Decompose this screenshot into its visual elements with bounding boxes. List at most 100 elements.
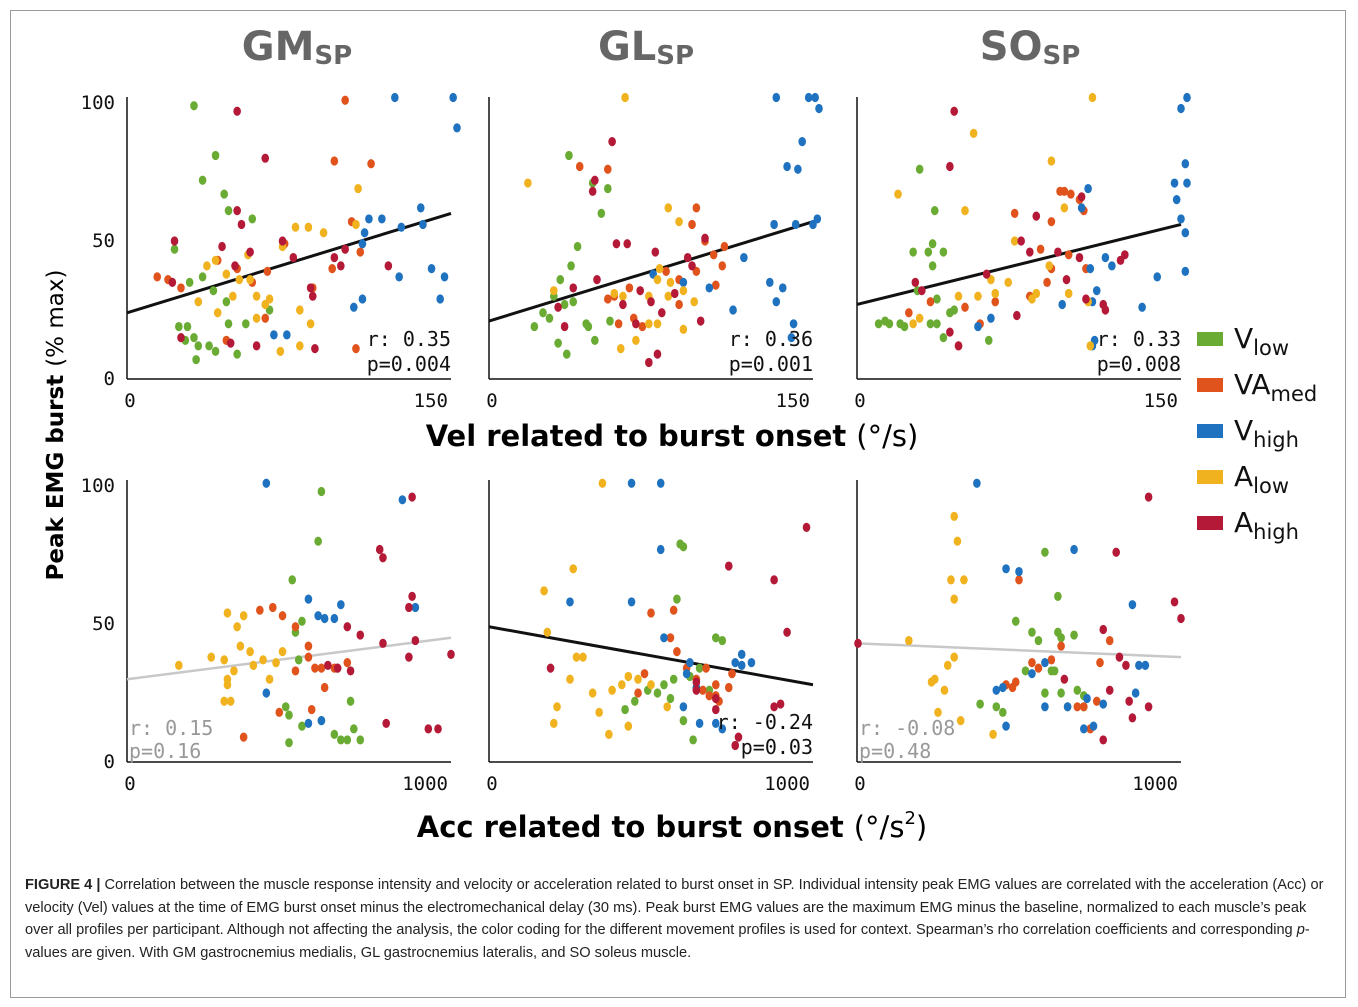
data-point-v-low bbox=[924, 247, 933, 257]
legend-label-base: V bbox=[1234, 322, 1253, 355]
x-axis-label-velocity: Vel related to burst onset (°/s) bbox=[426, 419, 919, 453]
legend-label-v-high: Vhigh bbox=[1234, 414, 1299, 452]
data-point-a-high bbox=[688, 261, 696, 271]
data-point-a-high bbox=[612, 239, 621, 249]
data-point-a-low bbox=[296, 305, 304, 315]
data-point-v-low bbox=[337, 735, 345, 745]
data-point-v-high bbox=[737, 660, 746, 671]
data-point-va-med bbox=[278, 611, 287, 621]
data-point-v-low bbox=[992, 702, 1001, 712]
data-point-a-low bbox=[953, 536, 962, 546]
data-point-a-low bbox=[278, 647, 287, 657]
data-point-v-low bbox=[350, 724, 358, 734]
data-point-a-low bbox=[203, 261, 211, 271]
data-point-a-high bbox=[783, 627, 791, 637]
legend-label-sub: high bbox=[1253, 428, 1299, 452]
data-point-va-med bbox=[673, 647, 681, 657]
data-point-a-low bbox=[616, 344, 625, 354]
data-point-va-med bbox=[961, 302, 969, 312]
data-point-a-low bbox=[249, 660, 258, 671]
data-point-v-high bbox=[686, 658, 694, 668]
stat-p: p=0.03 bbox=[741, 735, 813, 759]
data-point-a-high bbox=[950, 106, 958, 116]
data-point-a-high bbox=[308, 291, 317, 301]
data-point-v-low bbox=[567, 261, 575, 271]
data-point-va-med bbox=[1010, 208, 1019, 218]
data-point-a-low bbox=[690, 297, 698, 307]
data-point-a-high bbox=[1121, 250, 1129, 260]
data-point-v-low bbox=[718, 635, 727, 646]
legend-swatch-va-med bbox=[1197, 378, 1223, 392]
data-point-a-low bbox=[306, 319, 315, 329]
data-point-va-med bbox=[261, 313, 270, 323]
data-point-v-low bbox=[1028, 627, 1036, 637]
data-point-a-low bbox=[223, 674, 232, 684]
data-point-va-med bbox=[712, 680, 720, 690]
data-point-va-med bbox=[675, 299, 683, 310]
data-point-a-low bbox=[588, 688, 597, 698]
data-point-a-low bbox=[664, 291, 673, 301]
data-point-a-high bbox=[802, 522, 811, 533]
regression-line bbox=[856, 222, 1182, 306]
data-point-v-high bbox=[1080, 724, 1088, 734]
data-point-v-high bbox=[449, 92, 457, 103]
data-point-v-high bbox=[1172, 195, 1181, 205]
data-point-v-high bbox=[1002, 564, 1010, 574]
stat-r: r: -0.24 bbox=[717, 710, 813, 734]
data-point-a-high bbox=[382, 718, 391, 728]
data-point-va-med bbox=[341, 95, 349, 105]
data-point-a-low bbox=[991, 288, 1000, 299]
data-point-a-high bbox=[411, 635, 420, 646]
data-point-v-high bbox=[1183, 178, 1191, 188]
data-point-v-low bbox=[211, 346, 220, 356]
legend-label-sub: low bbox=[1253, 336, 1289, 360]
data-point-v-low bbox=[183, 321, 192, 332]
data-point-v-high bbox=[395, 272, 403, 282]
data-point-v-low bbox=[999, 707, 1007, 717]
data-point-a-low bbox=[540, 586, 548, 596]
data-point-va-med bbox=[304, 641, 313, 651]
scatter-panel-gl-velocity: 0 150 r: 0.36p=0.001 bbox=[486, 92, 823, 412]
data-point-a-low bbox=[543, 627, 552, 637]
data-point-v-high bbox=[798, 137, 806, 147]
data-point-v-high bbox=[1181, 228, 1190, 238]
data-point-a-high bbox=[1013, 310, 1021, 321]
data-point-v-low bbox=[1041, 547, 1049, 557]
stat-r: r: 0.36 bbox=[729, 327, 813, 351]
data-point-a-high bbox=[692, 677, 701, 687]
data-point-a-low bbox=[553, 702, 561, 712]
data-point-v-low bbox=[1041, 688, 1049, 698]
data-point-v-high bbox=[815, 103, 823, 114]
data-point-v-high bbox=[1086, 264, 1095, 274]
x-tick-label: 1000 bbox=[1132, 773, 1178, 795]
data-point-a-low bbox=[666, 277, 675, 287]
data-point-a-high bbox=[1170, 597, 1179, 607]
data-point-a-low bbox=[220, 696, 228, 706]
data-point-a-low bbox=[239, 611, 248, 621]
data-point-v-high bbox=[682, 669, 691, 679]
data-point-v-high bbox=[360, 228, 369, 238]
data-point-va-med bbox=[1067, 189, 1075, 199]
data-point-a-low bbox=[236, 641, 245, 651]
data-point-v-high bbox=[337, 600, 345, 610]
data-point-a-low bbox=[213, 308, 222, 318]
legend-label-a-high: Ahigh bbox=[1234, 506, 1299, 544]
y-tick-label: 100 bbox=[81, 92, 115, 114]
data-point-a-low bbox=[679, 286, 688, 296]
data-point-v-low bbox=[198, 272, 207, 282]
data-point-a-high bbox=[1060, 674, 1069, 684]
data-point-v-high bbox=[772, 92, 781, 103]
legend-label-v-low: Vlow bbox=[1234, 322, 1289, 360]
data-point-v-high bbox=[1153, 272, 1162, 282]
data-point-v-low bbox=[192, 355, 200, 365]
data-point-a-low bbox=[956, 716, 965, 726]
panel-header-sub: SP bbox=[656, 41, 694, 71]
panel-header-base: SO bbox=[980, 24, 1043, 70]
data-point-a-high bbox=[170, 236, 179, 246]
x-tick-label: 0 bbox=[854, 773, 865, 795]
data-point-v-high bbox=[770, 219, 778, 230]
data-point-v-high bbox=[283, 330, 291, 340]
y-tick-label: 100 bbox=[81, 475, 115, 497]
data-point-v-low bbox=[281, 702, 290, 712]
